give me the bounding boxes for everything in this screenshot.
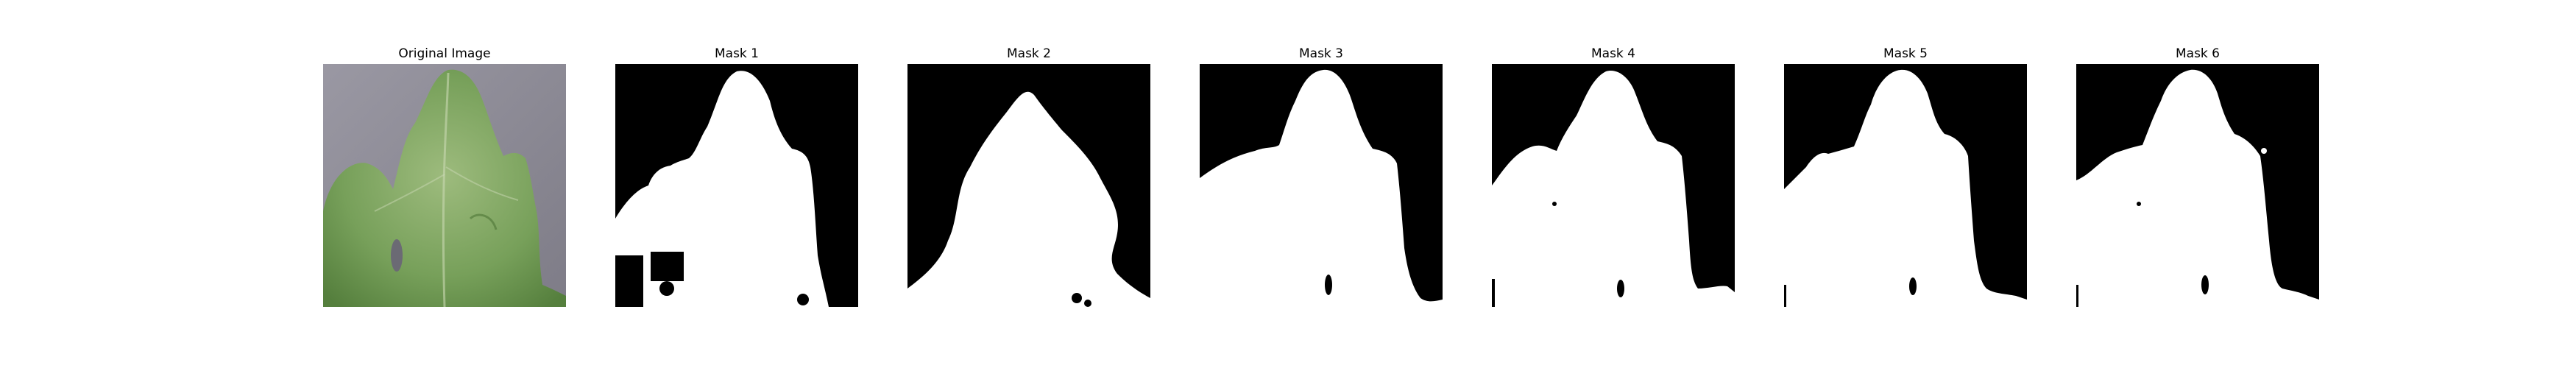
panel-title: Mask 3	[1298, 46, 1343, 61]
panel-title: Mask 6	[2175, 46, 2220, 61]
mask-4-image	[1492, 64, 1735, 307]
original-image-panel: Original Image	[323, 0, 566, 368]
mask-5-panel: Mask 5	[1784, 0, 2027, 368]
panel-title: Mask 4	[1590, 46, 1635, 61]
original-leaf-photo	[323, 64, 566, 307]
mask-6-panel: Mask 6	[2076, 0, 2319, 368]
panel-title: Mask 1	[714, 46, 759, 61]
mask-2-image	[907, 64, 1150, 307]
panel-title: Mask 2	[1006, 46, 1051, 61]
mask-3-image	[1200, 64, 1443, 307]
mask-6-image	[2076, 64, 2319, 307]
mask-5-image	[1784, 64, 2027, 307]
panel-title: Mask 5	[1883, 46, 1928, 61]
mask-4-panel: Mask 4	[1492, 0, 1735, 368]
mask-2-panel: Mask 2	[907, 0, 1150, 368]
mask-3-panel: Mask 3	[1200, 0, 1443, 368]
mask-1-panel: Mask 1	[615, 0, 858, 368]
panel-title: Original Image	[398, 46, 491, 61]
mask-1-image	[615, 64, 858, 307]
